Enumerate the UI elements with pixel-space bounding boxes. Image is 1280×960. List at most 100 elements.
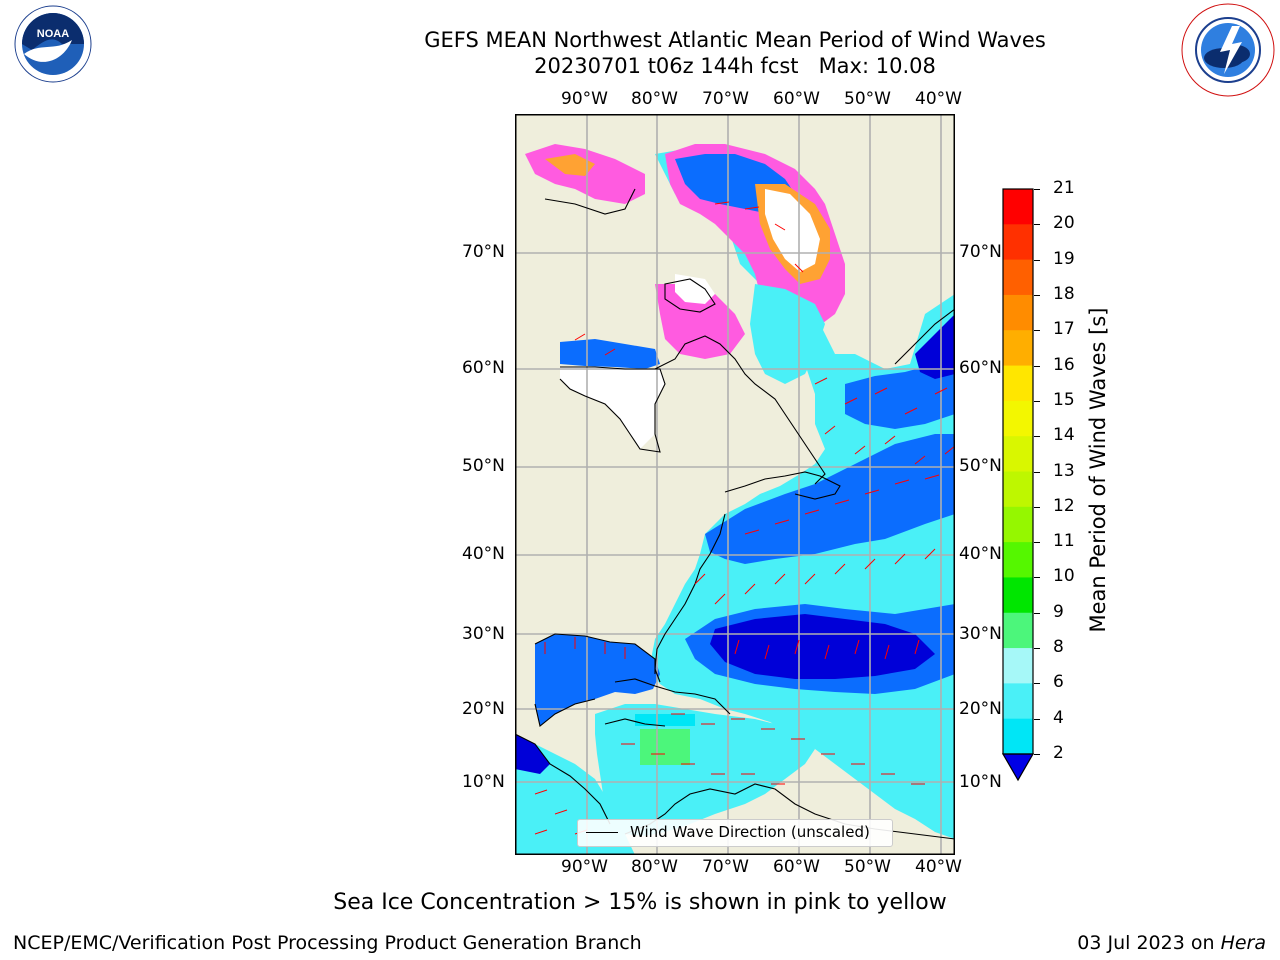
- ocean-deep-bermuda: [710, 614, 935, 679]
- caribbean-cyan-patch: [635, 714, 695, 726]
- baffin-bay-white: [765, 189, 820, 272]
- colorbar-segment: [1003, 542, 1033, 578]
- lat-label-left-20n: 20°N: [462, 699, 505, 719]
- colorbar-tick-mark: [1034, 577, 1040, 579]
- lat-label-right-50n: 50°N: [959, 456, 1002, 476]
- ocean-deep-labrador: [915, 314, 955, 379]
- colorbar-segment: [1003, 330, 1033, 367]
- colorbar-tick-label: 18: [1053, 283, 1075, 304]
- colorbar-tick-mark: [1034, 294, 1040, 296]
- colorbar-tick-label: 13: [1053, 460, 1075, 481]
- caribbean-green-patch: [640, 729, 690, 765]
- colorbar-segment: [1003, 612, 1033, 649]
- colorbar-extend-triangle: [1001, 753, 1035, 782]
- colorbar-tick-label: 21: [1053, 178, 1075, 198]
- lon-label-top-90w: 90°W: [561, 89, 608, 109]
- graticule: [515, 114, 955, 855]
- lat-label-left-50n: 50°N: [462, 456, 505, 476]
- wind-wave-arrows: [534, 201, 955, 835]
- colorbar-tick-mark: [1034, 612, 1040, 614]
- lon-label-bottom-50w: 50°W: [844, 857, 891, 877]
- colorbar-tick-mark: [1034, 400, 1040, 402]
- colorbar-segment: [1003, 718, 1033, 755]
- lat-label-right-60n: 60°N: [959, 358, 1002, 378]
- footer-right: 03 Jul 2023 on Hera: [1077, 932, 1266, 954]
- footer-left: NCEP/EMC/Verification Post Processing Pr…: [13, 932, 642, 954]
- title-line-1: GEFS MEAN Northwest Atlantic Mean Period…: [424, 28, 1046, 52]
- footer-date: 03 Jul 2023 on: [1077, 932, 1221, 954]
- colorbar-tick-label: 10: [1053, 566, 1075, 587]
- colorbar-tick-label: 9: [1053, 601, 1064, 622]
- colorbar-tick-mark: [1034, 542, 1040, 544]
- colorbar: [1001, 188, 1035, 782]
- colorbar-segment: [1003, 683, 1033, 720]
- noaa-logo: NOAA: [2, 4, 102, 84]
- davis-strait-cyan: [750, 284, 825, 384]
- colorbar-tick-mark: [1034, 330, 1040, 332]
- colorbar-segment: [1003, 224, 1033, 261]
- lon-label-top-70w: 70°W: [702, 89, 749, 109]
- colorbar-tick-mark: [1034, 718, 1040, 720]
- colorbar-tick-label: 4: [1053, 707, 1064, 728]
- ocean-gulf: [535, 634, 660, 726]
- lon-label-bottom-70w: 70°W: [702, 857, 749, 877]
- colorbar-segment: [1003, 506, 1033, 543]
- lon-label-top-80w: 80°W: [631, 89, 678, 109]
- colorbar-tick-mark: [1034, 648, 1040, 650]
- colorbar-tick-label: 2: [1053, 743, 1064, 763]
- sea-ice-caption: Sea Ice Concentration > 15% is shown in …: [333, 890, 947, 915]
- lon-label-top-50w: 50°W: [844, 89, 891, 109]
- map-svg: [515, 114, 955, 855]
- colorbar-segment: [1003, 365, 1033, 402]
- hudson-strait-ice: [655, 284, 745, 359]
- lat-label-right-40n: 40°N: [959, 544, 1002, 564]
- colorbar-tick-label: 14: [1053, 425, 1075, 446]
- lon-label-bottom-40w: 40°W: [915, 857, 962, 877]
- arctic-ice-orange: [545, 154, 595, 176]
- map-legend: Wind Wave Direction (unscaled): [577, 819, 893, 847]
- legend-line-sample: [586, 832, 618, 833]
- lon-label-bottom-90w: 90°W: [561, 857, 608, 877]
- legend-label: Wind Wave Direction (unscaled): [630, 823, 870, 841]
- colorbar-tick-label: 12: [1053, 495, 1075, 516]
- lon-label-top-60w: 60°W: [773, 89, 820, 109]
- colorbar-segment: [1003, 436, 1033, 472]
- colorbar-segment: [1003, 400, 1033, 437]
- colorbar-tick-mark: [1034, 365, 1040, 367]
- lat-label-left-30n: 30°N: [462, 624, 505, 644]
- noaa-logo-text: NOAA: [37, 28, 69, 40]
- lat-label-right-70n: 70°N: [959, 242, 1002, 262]
- lat-label-right-30n: 30°N: [959, 624, 1002, 644]
- ocean-dark-labrador: [845, 359, 955, 429]
- colorbar-tick-label: 6: [1053, 672, 1064, 693]
- colorbar-segment: [1003, 648, 1033, 684]
- colorbar-segment: [1003, 294, 1033, 331]
- lon-label-bottom-60w: 60°W: [773, 857, 820, 877]
- ocean-pacific-dark: [515, 734, 550, 774]
- lon-label-bottom-80w: 80°W: [631, 857, 678, 877]
- colorbar-tick-mark: [1034, 189, 1040, 190]
- colorbar-tick-mark: [1034, 259, 1040, 261]
- chart-title: GEFS MEAN Northwest Atlantic Mean Period…: [300, 27, 1170, 79]
- colorbar-segment: [1003, 259, 1033, 296]
- lat-label-left-70n: 70°N: [462, 242, 505, 262]
- nws-logo: [1180, 2, 1276, 98]
- colorbar-tick-mark: [1034, 471, 1040, 473]
- lat-label-right-20n: 20°N: [959, 699, 1002, 719]
- colorbar-segment: [1003, 577, 1033, 614]
- colorbar-tick-label: 8: [1053, 637, 1064, 658]
- colorbar-tick-mark: [1034, 506, 1040, 508]
- lat-label-left-10n: 10°N: [462, 772, 505, 792]
- colorbar-frame: [1002, 188, 1034, 755]
- map-frame: [515, 114, 955, 855]
- colorbar-tick-mark: [1034, 436, 1040, 438]
- lon-label-top-40w: 40°W: [915, 89, 962, 109]
- colorbar-tick-mark: [1034, 754, 1040, 755]
- lat-label-left-40n: 40°N: [462, 544, 505, 564]
- footer-host: Hera: [1220, 932, 1266, 954]
- colorbar-tick-label: 16: [1053, 354, 1075, 375]
- colorbar-tick-label: 20: [1053, 213, 1075, 234]
- ocean-dark-hudson: [560, 339, 660, 369]
- lat-label-right-10n: 10°N: [959, 772, 1002, 792]
- colorbar-segment: [1003, 189, 1033, 225]
